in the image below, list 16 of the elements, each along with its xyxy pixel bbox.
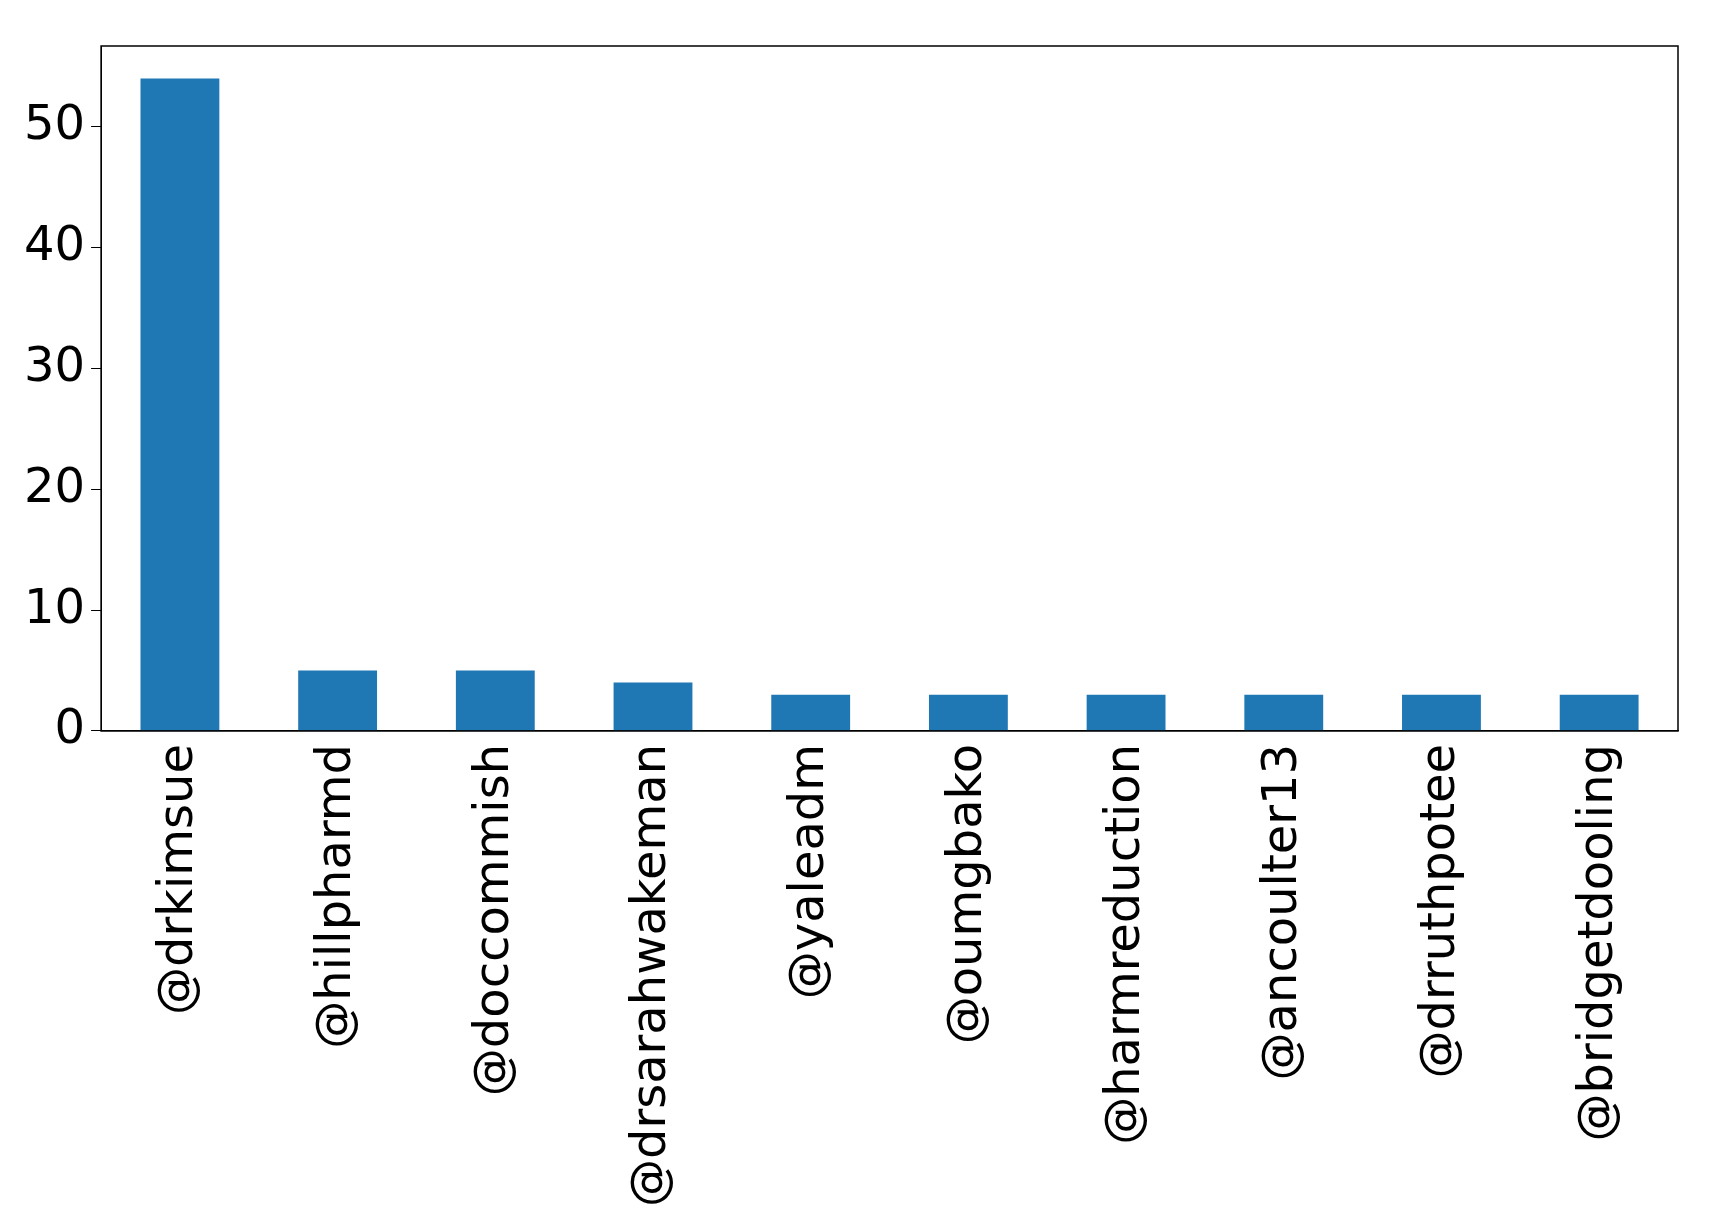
y-tick-label: 0 (54, 698, 86, 755)
y-tick-label: 40 (24, 215, 86, 272)
x-tick-label: @doccommish (462, 743, 519, 1097)
x-tick-label: @oumgbako (935, 743, 992, 1045)
x-tick-label: @bridgetdooling (1566, 743, 1623, 1142)
x-tick-label: @drruthpotee (1408, 743, 1465, 1079)
x-tick-label: @drkimsue (147, 743, 204, 1015)
x-tick-label: @hillpharmd (305, 743, 362, 1049)
y-tick-label: 10 (24, 577, 86, 634)
x-tick-label: @yaleadm (778, 743, 835, 1000)
y-tick-label: 50 (24, 94, 86, 151)
y-tick-label: 30 (24, 336, 86, 392)
x-tick-label: @drsarahwakeman (620, 743, 677, 1207)
x-tick-label: @ancoulter13 (1251, 743, 1308, 1081)
x-tick-label: @harmreduction (1093, 743, 1150, 1145)
y-tick-label: 20 (24, 456, 86, 513)
